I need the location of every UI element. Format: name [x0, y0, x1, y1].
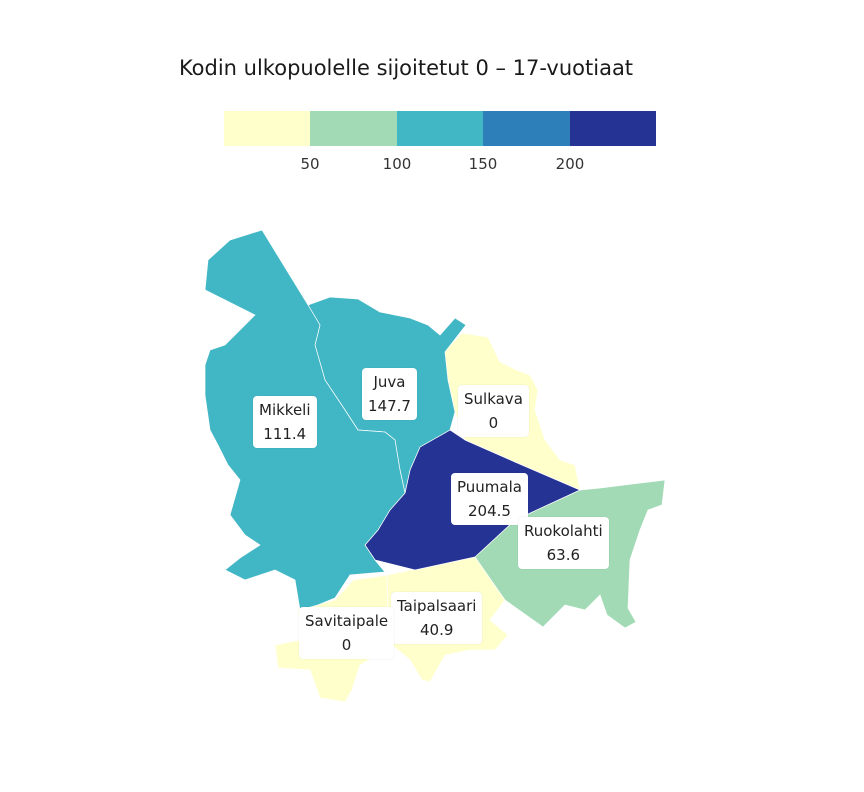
legend-swatch-4 [483, 111, 570, 146]
label-mikkeli: Mikkeli 111.4 [253, 396, 317, 448]
label-sulkava-value: 0 [488, 414, 499, 432]
label-puumala: Puumala 204.5 [451, 473, 528, 525]
legend-swatch-1 [224, 111, 311, 146]
label-taipalsaari-name: Taipalsaari [397, 597, 477, 615]
label-ruokolahti: Ruokolahti 63.6 [518, 517, 609, 569]
label-puumala-name: Puumala [457, 478, 522, 496]
label-taipalsaari-value: 40.9 [420, 621, 454, 639]
legend-tick-50: 50 [300, 155, 320, 173]
legend-swatch-5 [569, 111, 657, 146]
legend-tick-150: 150 [468, 155, 498, 173]
legend-color-bar [224, 111, 657, 146]
label-puumala-value: 204.5 [468, 502, 511, 520]
label-sulkava: Sulkava 0 [458, 385, 529, 437]
legend-tick-200: 200 [555, 155, 585, 173]
legend-swatch-3 [396, 111, 484, 146]
label-juva-name: Juva [373, 373, 406, 391]
label-savitaipale-name: Savitaipale [305, 612, 389, 630]
legend-tick-100: 100 [382, 155, 412, 173]
label-mikkeli-name: Mikkeli [259, 401, 311, 419]
label-savitaipale: Savitaipale 0 [299, 607, 395, 659]
label-savitaipale-value: 0 [341, 636, 352, 654]
label-juva-value: 147.7 [368, 397, 411, 415]
label-juva: Juva 147.7 [362, 368, 417, 420]
legend-swatch-2 [310, 111, 397, 146]
label-ruokolahti-name: Ruokolahti [524, 522, 603, 540]
label-taipalsaari: Taipalsaari 40.9 [391, 592, 483, 644]
map-title: Kodin ulkopuolelle sijoitetut 0 – 17-vuo… [178, 56, 634, 80]
label-sulkava-name: Sulkava [464, 390, 523, 408]
label-ruokolahti-value: 63.6 [546, 546, 581, 564]
color-legend: 50 100 150 200 [224, 111, 657, 181]
label-mikkeli-value: 111.4 [263, 425, 307, 443]
